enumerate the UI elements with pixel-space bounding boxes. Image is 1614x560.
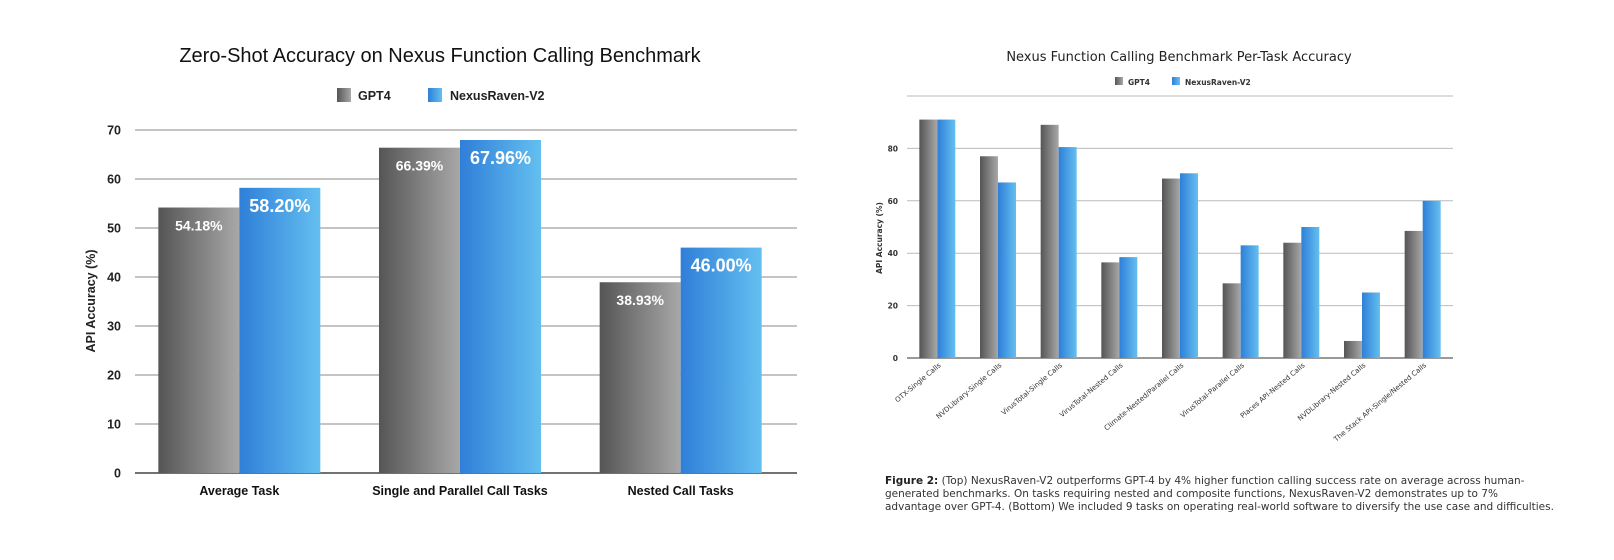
per-task-bar-chart: Nexus Function Calling Benchmark Per-Tas… (875, 50, 1453, 444)
chart1-y-tick-label: 40 (107, 271, 121, 285)
bar-nexusraven (1422, 200, 1441, 358)
bar-nexusraven (1180, 173, 1198, 358)
chart2-y-tick-label: 40 (888, 249, 898, 258)
chart1-y-tick-label: 60 (107, 173, 121, 187)
chart2-y-ticks: 0 20 40 60 80 (888, 144, 898, 363)
chart2-y-tick-label: 0 (893, 354, 898, 363)
bar-gpt4 (1040, 124, 1059, 358)
legend-label-gpt4-2: GPT4 (1128, 78, 1150, 87)
legend-label-nexusraven-2: NexusRaven-V2 (1185, 78, 1251, 87)
figure-caption: Figure 2: (Top) NexusRaven-V2 outperform… (885, 475, 1555, 514)
legend-label-nexusraven: NexusRaven-V2 (450, 89, 545, 103)
chart2-x-tick-label: NVDLibrary-Single Calls (935, 361, 1004, 421)
bar-nexusraven (1058, 147, 1077, 358)
bar-gpt4 (599, 282, 681, 473)
chart1-x-tick-label: Nested Call Tasks (628, 484, 734, 498)
chart2-y-tick-label: 20 (888, 302, 898, 311)
chart1-y-tick-label: 70 (107, 124, 121, 138)
bar-gpt4 (1283, 242, 1302, 358)
chart1-y-tick-label: 0 (114, 467, 121, 481)
bar-gpt4 (1162, 178, 1180, 358)
bar-nexusraven (937, 119, 956, 358)
bar-gpt4 (158, 207, 240, 473)
bar-gpt4 (1404, 230, 1423, 358)
chart2-x-tick-label: Places API-Nested Calls (1239, 361, 1307, 420)
chart2-y-tick-label: 60 (888, 197, 898, 206)
chart2-x-tick-label: VirusTotal-Nested Calls (1058, 361, 1125, 419)
chart1-y-ticks: 0 10 20 30 40 50 60 70 (107, 124, 121, 481)
chart1-y-tick-label: 20 (107, 369, 121, 383)
chart2-title: Nexus Function Calling Benchmark Per-Tas… (1006, 50, 1352, 65)
legend-swatch-nexusraven-2 (1172, 77, 1180, 85)
legend-swatch-nexusraven (428, 88, 442, 102)
summary-bar-chart: Zero-Shot Accuracy on Nexus Function Cal… (84, 45, 797, 498)
chart1-y-tick-label: 30 (107, 320, 121, 334)
chart2-x-tick-label: VirusTotal-Parallel Calls (1179, 361, 1246, 419)
chart1-y-tick-label: 10 (107, 418, 121, 432)
bar-nexusraven (1301, 227, 1320, 358)
bar-gpt4 (379, 147, 460, 473)
chart1-x-ticks: Average Task Single and Parallel Call Tas… (199, 484, 733, 498)
chart1-y-axis-label: API Accuracy (%) (84, 249, 98, 352)
bar-data-label: 46.00% (691, 256, 752, 276)
bar-nexusraven (1362, 292, 1380, 358)
legend-swatch-gpt4 (337, 88, 351, 102)
bar-nexusraven (1240, 245, 1259, 358)
bar-nexusraven (239, 187, 321, 473)
bar-nexusraven (998, 182, 1016, 358)
bar-gpt4 (1222, 283, 1241, 358)
chart2-x-tick-label: OTX-Single Calls (894, 361, 943, 404)
bar-gpt4 (1344, 340, 1362, 358)
chart2-y-axis-label: API Accuracy (%) (875, 202, 884, 274)
bar-data-label: 67.96% (470, 148, 531, 168)
chart2-y-tick-label: 80 (888, 144, 898, 153)
chart2-bars (919, 119, 1441, 358)
bar-data-label: 54.18% (175, 218, 223, 234)
bar-data-label: 66.39% (396, 158, 444, 174)
bar-gpt4 (1101, 262, 1120, 358)
chart1-y-tick-label: 50 (107, 222, 121, 236)
chart1-legend: GPT4 NexusRaven-V2 (337, 88, 545, 103)
chart2-x-tick-label: NVDLibrary-Nested Calls (1296, 361, 1367, 423)
chart1-x-tick-label: Average Task (199, 484, 279, 498)
bar-data-label: 58.20% (249, 196, 310, 216)
legend-swatch-gpt4-2 (1115, 77, 1123, 85)
bar-nexusraven (1119, 257, 1138, 358)
bar-nexusraven (460, 139, 541, 473)
chart2-x-tick-label: VirusTotal-Single Calls (1000, 361, 1064, 417)
legend-label-gpt4: GPT4 (358, 89, 391, 103)
chart1-x-tick-label: Single and Parallel Call Tasks (372, 484, 548, 498)
bar-gpt4 (919, 119, 938, 358)
bar-gpt4 (980, 156, 998, 358)
caption-text: (Top) NexusRaven-V2 outperforms GPT-4 by… (885, 475, 1554, 513)
chart2-legend: GPT4 NexusRaven-V2 (1115, 77, 1251, 87)
chart1-bars: 54.18% 58.20% 66.39% 67.96% 38.93% 46.00% (158, 139, 762, 473)
chart1-title: Zero-Shot Accuracy on Nexus Function Cal… (179, 45, 701, 67)
bar-nexusraven (680, 247, 762, 473)
bar-data-label: 38.93% (616, 292, 664, 308)
caption-label: Figure 2: (885, 475, 939, 487)
